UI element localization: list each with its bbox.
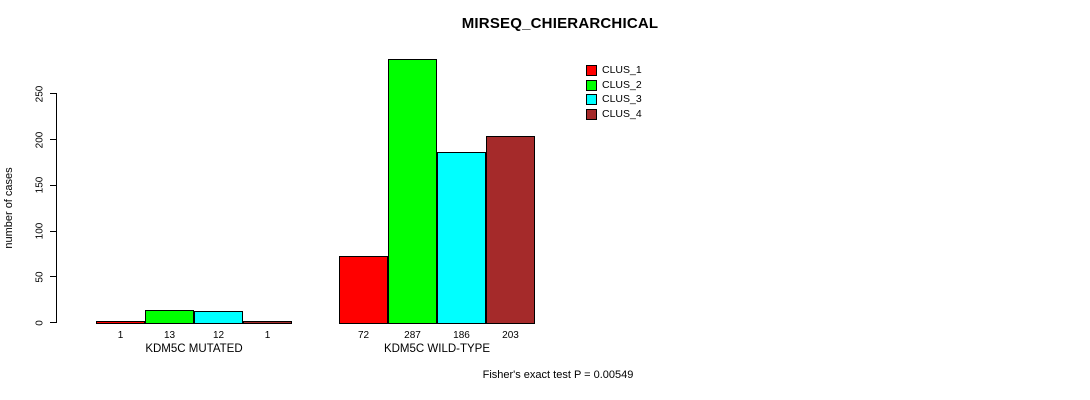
legend-swatch-clus_4 — [586, 108, 597, 120]
y-tick-label: 0 — [34, 319, 46, 326]
bar-clus_3-group1 — [194, 311, 243, 324]
legend-label: CLUS_4 — [602, 107, 642, 120]
bar-value-label: 287 — [404, 329, 421, 341]
x-axis-group-label: KDM5C WILD-TYPE — [383, 343, 491, 355]
legend-swatch-clus_2 — [586, 79, 597, 91]
legend-swatch-clus_1 — [586, 65, 597, 76]
y-tick-mark — [50, 276, 57, 278]
y-tick-label: 250 — [34, 85, 46, 103]
legend: CLUS_1 CLUS_2 CLUS_3 CLUS_4 — [586, 65, 642, 123]
y-tick-mark — [50, 322, 57, 323]
y-axis-title: number of cases — [3, 167, 15, 249]
y-tick-mark — [50, 184, 57, 186]
y-tick-mark — [50, 230, 57, 232]
legend-label: CLUS_1 — [602, 64, 642, 76]
legend-item-clus_4: CLUS_4 — [586, 107, 642, 120]
y-axis-line — [56, 93, 57, 323]
y-tick-label: 100 — [34, 222, 46, 240]
bar-value-label: 186 — [453, 329, 470, 341]
bar-value-label: 13 — [163, 329, 176, 341]
y-tick-label: 200 — [34, 131, 46, 148]
bar-clus_4-group2 — [486, 136, 535, 324]
bar-value-label: 1 — [117, 329, 124, 341]
bar-clus_2-group2 — [388, 59, 437, 324]
legend-swatch-clus_3 — [586, 94, 597, 105]
legend-item-clus_1: CLUS_1 — [586, 65, 642, 76]
bar-value-label: 72 — [357, 329, 370, 341]
y-tick-mark — [50, 93, 57, 95]
bar-value-label: 1 — [264, 329, 271, 341]
x-axis-group-label: KDM5C MUTATED — [145, 343, 243, 355]
bar-clus_3-group2 — [437, 151, 486, 324]
legend-item-clus_2: CLUS_2 — [586, 78, 642, 91]
bar-clus_2-group1 — [145, 310, 194, 324]
bar-clus_4-group1 — [243, 321, 292, 324]
y-tick-label: 50 — [34, 271, 46, 283]
y-tick-mark — [50, 139, 57, 140]
legend-item-clus_3: CLUS_3 — [586, 94, 642, 105]
bar-clus_1-group1 — [96, 321, 145, 324]
bar-value-label: 12 — [212, 329, 225, 341]
legend-label: CLUS_3 — [602, 93, 642, 105]
y-tick-label: 150 — [34, 176, 46, 194]
chart-title: MIRSEQ_CHIERARCHICAL — [461, 15, 659, 32]
bar-clus_1-group2 — [339, 256, 388, 324]
legend-label: CLUS_2 — [602, 78, 642, 91]
bar-value-label: 203 — [502, 329, 519, 341]
footnote-fisher-test: Fisher's exact test P = 0.00549 — [482, 369, 634, 381]
